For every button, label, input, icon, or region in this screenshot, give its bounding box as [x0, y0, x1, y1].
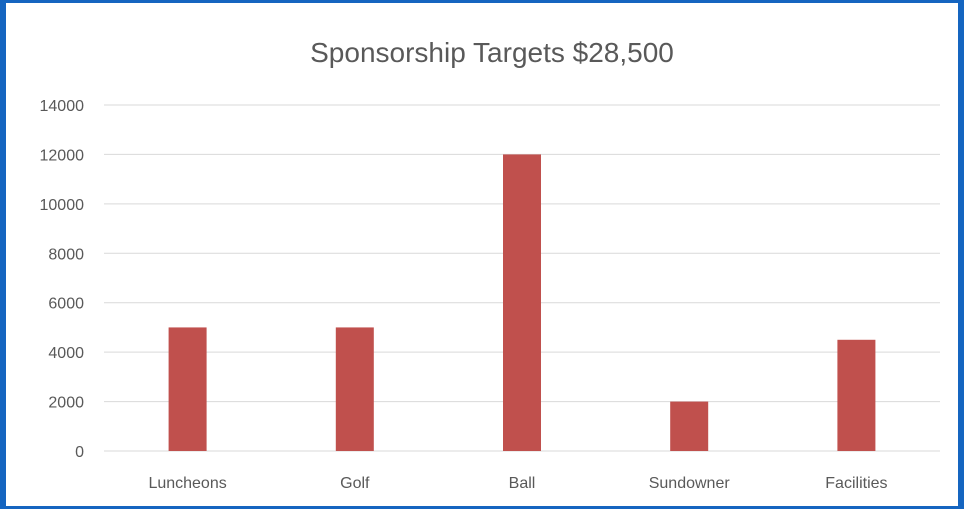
bar-sundowner — [670, 401, 709, 451]
bars — [168, 154, 876, 451]
y-tick-label: 10000 — [40, 197, 85, 214]
y-axis-ticks: 0 2000 4000 6000 8000 10000 12000 14000 — [40, 98, 85, 461]
x-tick-label: Golf — [340, 475, 370, 492]
x-tick-label: Sundowner — [649, 475, 731, 492]
chart-title: Sponsorship Targets $28,500 — [310, 37, 674, 68]
bar-golf — [335, 327, 374, 451]
y-tick-label: 8000 — [48, 246, 84, 263]
y-tick-label: 6000 — [48, 296, 84, 313]
bar-luncheons — [168, 327, 207, 451]
x-tick-label: Luncheons — [148, 475, 226, 492]
y-tick-label: 4000 — [48, 345, 84, 362]
y-tick-label: 12000 — [40, 147, 85, 164]
y-tick-label: 2000 — [48, 395, 84, 412]
y-tick-label: 0 — [75, 444, 84, 461]
x-tick-label: Ball — [509, 475, 536, 492]
x-tick-label: Facilities — [825, 475, 887, 492]
bar-facilities — [837, 339, 876, 451]
y-tick-label: 14000 — [40, 98, 85, 115]
bar-ball — [503, 154, 541, 451]
x-axis-ticks: Luncheons Golf Ball Sundowner Facilities — [148, 475, 887, 492]
